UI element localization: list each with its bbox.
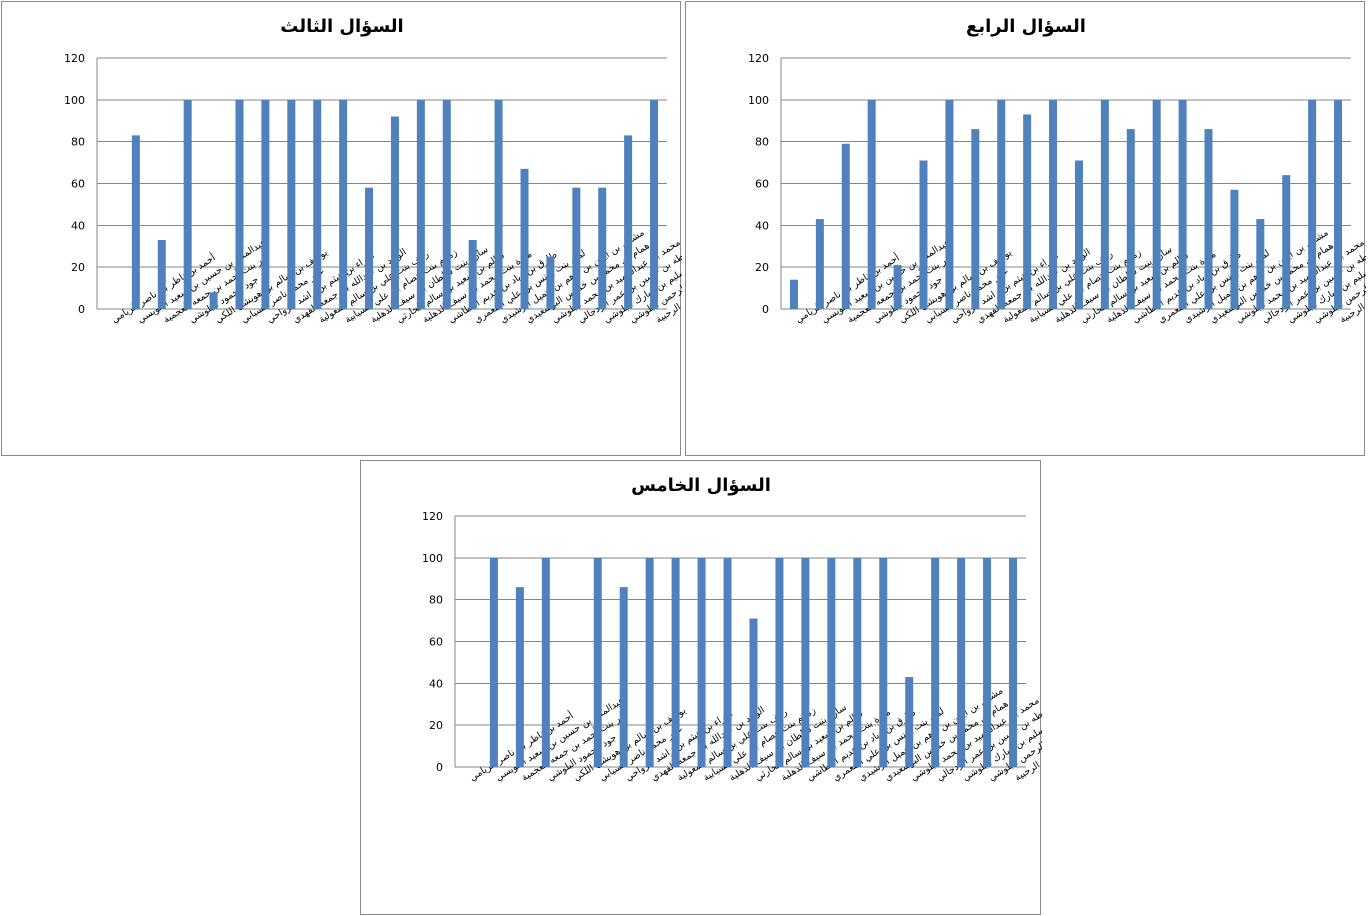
bar-q5-6 xyxy=(593,557,602,767)
bar-q5-7 xyxy=(619,587,628,767)
bar-q5-11 xyxy=(723,557,732,767)
chart-title: السؤال الثالث xyxy=(280,16,403,37)
chart-title: السؤال الخامس xyxy=(631,475,771,496)
bar-q4-9 xyxy=(997,99,1006,309)
bar-q5-3 xyxy=(515,587,524,767)
bar-q4-22 xyxy=(1334,99,1343,309)
bar-q3-11 xyxy=(365,187,374,309)
y-tick-label: 0 xyxy=(762,303,769,316)
y-tick-label: 60 xyxy=(429,636,443,649)
bar-q3-3 xyxy=(157,239,166,309)
bar-q5-16 xyxy=(853,557,862,767)
bar-q5-22 xyxy=(1009,557,1018,767)
bar-q3-9 xyxy=(313,99,322,309)
bar-q4-2 xyxy=(815,219,824,309)
y-tick-label: 20 xyxy=(755,261,769,274)
bar-q4-17 xyxy=(1204,129,1213,309)
bar-q4-15 xyxy=(1152,99,1161,309)
y-tick-label: 100 xyxy=(64,94,85,107)
bar-q4-11 xyxy=(1049,99,1058,309)
bar-q4-8 xyxy=(971,129,980,309)
y-tick-label: 120 xyxy=(748,52,769,65)
bar-q4-6 xyxy=(919,160,928,309)
bar-q3-10 xyxy=(339,99,348,309)
bar-q5-18 xyxy=(905,677,914,767)
bar-q3-2 xyxy=(131,135,140,309)
bar-q3-4 xyxy=(183,99,192,309)
bar-q4-13 xyxy=(1100,99,1109,309)
bar-q5-13 xyxy=(775,557,784,767)
chart-title: السؤال الرابع xyxy=(966,16,1086,37)
bar-q3-21 xyxy=(624,135,633,309)
bar-q3-6 xyxy=(235,99,244,309)
bar-q4-18 xyxy=(1230,189,1239,309)
y-tick-label: 0 xyxy=(436,761,443,774)
bar-q4-3 xyxy=(841,143,850,309)
y-tick-label: 60 xyxy=(755,178,769,191)
y-tick-label: 80 xyxy=(71,136,85,149)
bar-q3-17 xyxy=(520,168,529,309)
bar-q5-19 xyxy=(931,557,940,767)
bar-q3-22 xyxy=(650,99,659,309)
bar-q4-20 xyxy=(1282,175,1291,309)
bar-q3-18 xyxy=(546,256,555,309)
chart-panel-question-4: السؤال الرابع 0 20 40 60 80 100 120 أحمد بن ناظر… xyxy=(685,1,1366,456)
bar-q4-5 xyxy=(893,265,902,309)
bar-q4-1 xyxy=(789,279,798,309)
bar-q4-21 xyxy=(1308,99,1317,309)
bar-q5-17 xyxy=(879,557,888,767)
y-tick-label: 40 xyxy=(71,219,85,232)
bar-q3-16 xyxy=(494,99,503,309)
bar-q5-12 xyxy=(749,618,758,767)
y-tick-label: 80 xyxy=(755,136,769,149)
bar-q5-10 xyxy=(697,557,706,767)
y-tick-label: 120 xyxy=(64,52,85,65)
bar-q3-15 xyxy=(468,239,477,309)
bar-q5-20 xyxy=(957,557,966,767)
bar-q5-2 xyxy=(489,557,498,767)
chart-panel-question-3: السؤال الثالث 0 20 40 60 80 100 120 أحمد بن ناظر… xyxy=(1,1,682,456)
y-tick-label: 20 xyxy=(429,719,443,732)
bar-q4-10 xyxy=(1023,114,1032,309)
bar-q4-19 xyxy=(1256,219,1265,309)
y-tick-label: 100 xyxy=(748,94,769,107)
bar-q5-4 xyxy=(541,557,550,767)
bar-q5-8 xyxy=(645,557,654,767)
bar-q4-7 xyxy=(945,99,954,309)
bar-q3-7 xyxy=(261,99,270,309)
bar-q3-19 xyxy=(572,187,581,309)
bar-q4-4 xyxy=(867,99,876,309)
bar-q3-14 xyxy=(442,99,451,309)
bar-q3-20 xyxy=(598,187,607,309)
y-tick-label: 120 xyxy=(422,510,443,523)
bar-q3-8 xyxy=(287,99,296,309)
bar-q5-9 xyxy=(671,557,680,767)
bar-q5-14 xyxy=(801,557,810,767)
bar-q3-13 xyxy=(416,99,425,309)
bar-q5-21 xyxy=(983,557,992,767)
y-tick-label: 20 xyxy=(71,261,85,274)
bar-q5-15 xyxy=(827,557,836,767)
y-tick-label: 40 xyxy=(429,677,443,690)
y-tick-label: 80 xyxy=(429,594,443,607)
y-tick-label: 60 xyxy=(71,178,85,191)
bar-q4-16 xyxy=(1178,99,1187,309)
chart-panel-question-5: السؤال الخامس 0 20 40 60 80 100 120 أحمد بن ناظر… xyxy=(360,460,1042,915)
bar-q4-14 xyxy=(1126,129,1135,309)
y-tick-label: 0 xyxy=(78,303,85,316)
bar-q3-12 xyxy=(390,116,399,309)
bar-q4-12 xyxy=(1074,160,1083,309)
y-tick-label: 40 xyxy=(755,219,769,232)
bar-q3-5 xyxy=(209,292,218,309)
y-tick-label: 100 xyxy=(422,552,443,565)
